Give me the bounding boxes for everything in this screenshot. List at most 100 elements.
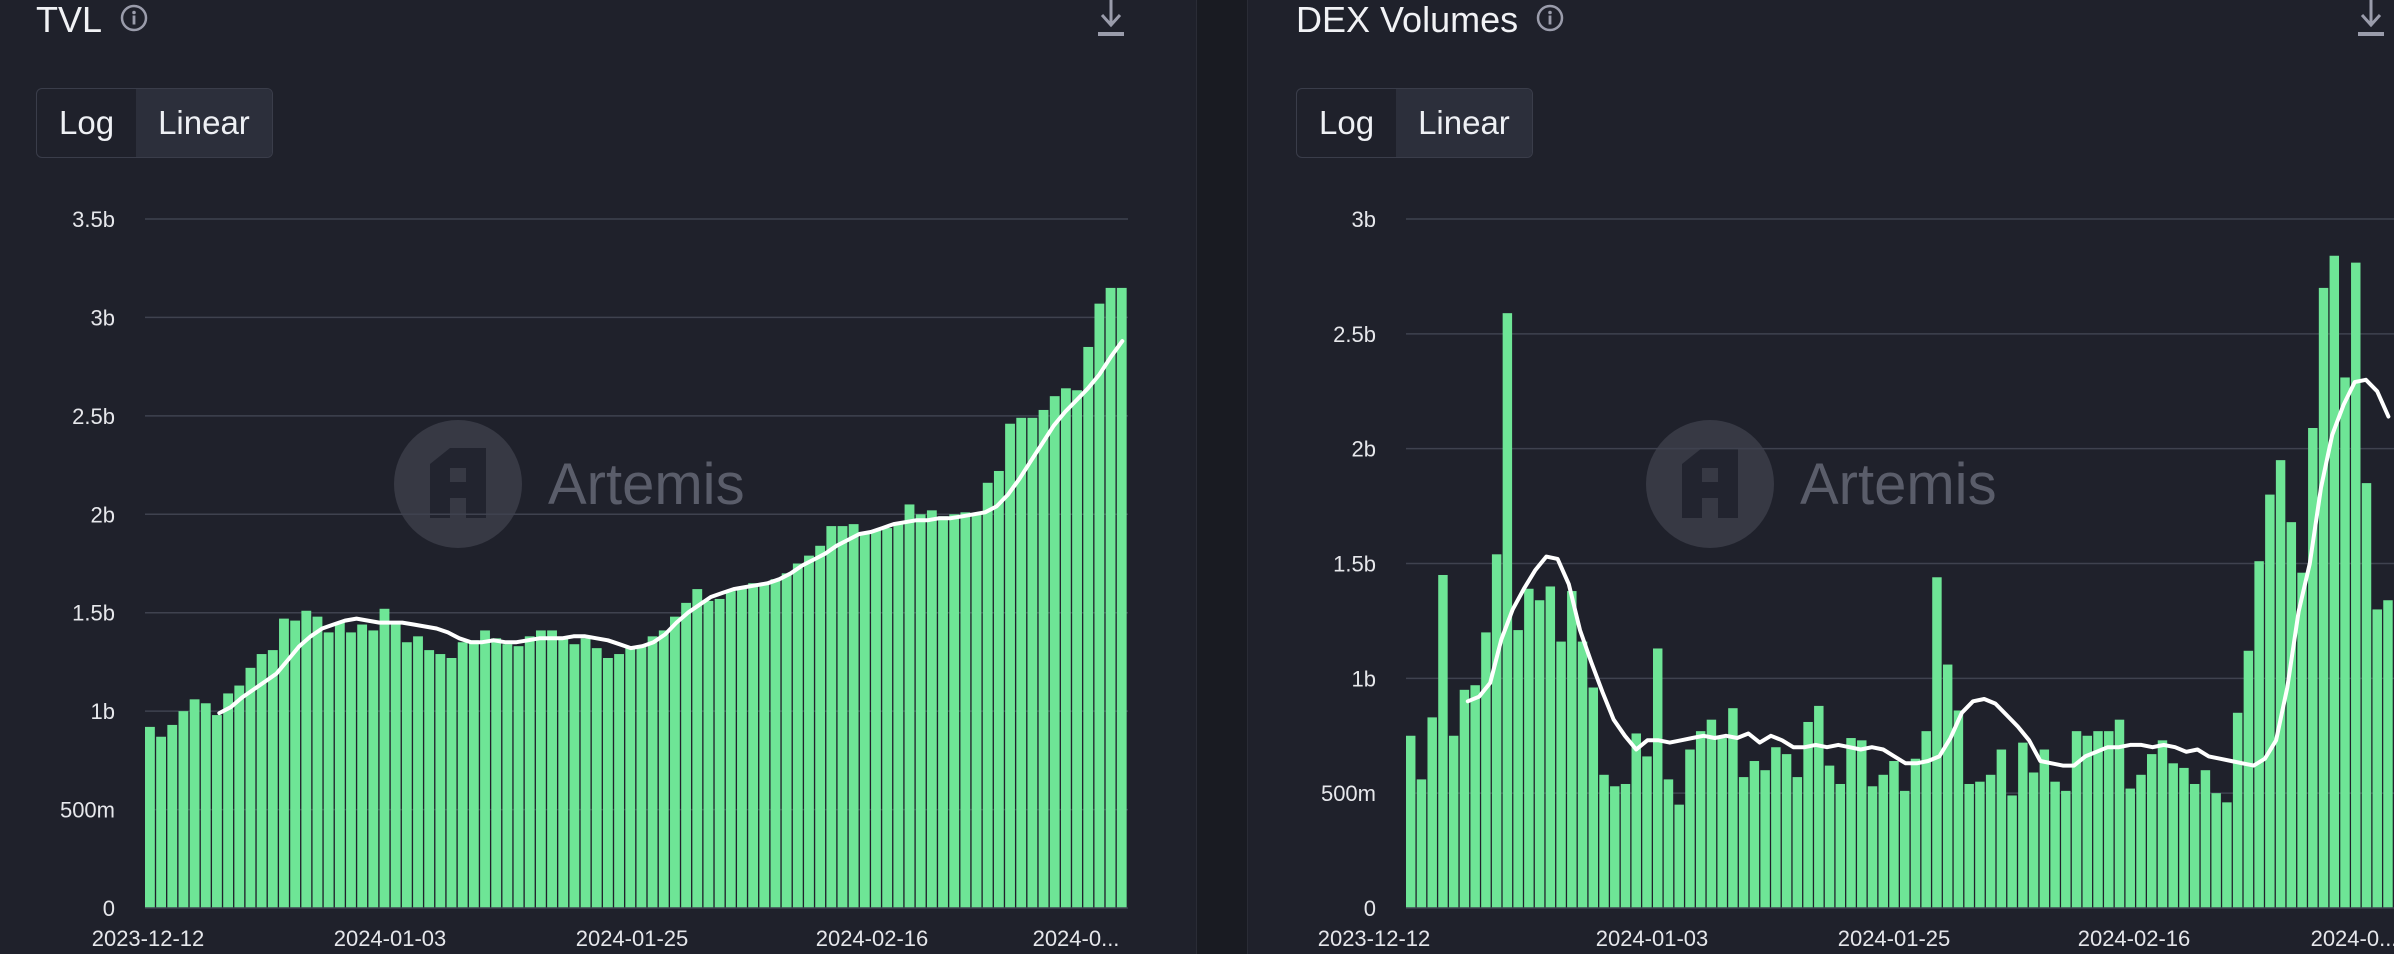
bar [1996, 749, 2007, 908]
bar [926, 510, 937, 908]
bar [2007, 795, 2017, 908]
bar [1910, 758, 1921, 908]
bar [1448, 735, 1459, 908]
bar [725, 591, 736, 908]
bar [502, 644, 513, 908]
bar [893, 524, 904, 908]
bar [1005, 423, 1015, 908]
bar [2232, 712, 2243, 908]
bar [2297, 572, 2307, 908]
bar [1975, 781, 1985, 908]
bar [2254, 561, 2264, 908]
bar [457, 642, 468, 908]
watermark-text: Artemis [1800, 452, 1997, 517]
bar [993, 470, 1004, 908]
bar [1094, 303, 1105, 908]
bar [871, 530, 881, 908]
bar [1642, 756, 1652, 908]
bar [1663, 779, 1674, 908]
bar [1567, 591, 1577, 908]
x-tick-label: 2023-12-12 [92, 926, 205, 951]
bar [1406, 735, 1416, 908]
bar [1116, 287, 1127, 908]
bar [1695, 731, 1706, 908]
bar [591, 648, 602, 908]
log-scale-button[interactable]: Log [37, 89, 136, 157]
download-icon[interactable] [1096, 0, 1126, 40]
bar [401, 642, 412, 908]
bar [714, 598, 725, 908]
bar [1878, 774, 1888, 908]
linear-scale-button[interactable]: Linear [136, 89, 272, 157]
bar [837, 526, 848, 908]
bar [558, 638, 569, 908]
bar [2179, 767, 2189, 908]
bar [323, 632, 334, 908]
bar [647, 636, 658, 908]
bar [982, 482, 993, 908]
bar [2308, 427, 2318, 908]
bar [2189, 783, 2200, 908]
bar [1674, 804, 1684, 908]
bar [2200, 770, 2211, 908]
bar [1491, 554, 1502, 908]
bar [1900, 790, 1910, 908]
bar [2136, 774, 2146, 908]
bar [1072, 390, 1082, 908]
bar [547, 630, 557, 908]
bar [234, 685, 245, 908]
bar [1846, 738, 1856, 908]
moving-average-line [217, 339, 1125, 716]
bar [279, 618, 289, 908]
bar [1459, 689, 1470, 908]
y-tick-label: 3.5b [72, 207, 115, 232]
bar [602, 657, 613, 908]
download-icon[interactable] [2356, 0, 2386, 40]
bar [189, 699, 200, 908]
bar [748, 583, 759, 908]
bar [1470, 685, 1480, 908]
bar [658, 630, 669, 908]
y-tick-label: 500m [60, 798, 115, 823]
bar [1502, 313, 1513, 908]
panel-title: DEX Volumes [1296, 0, 1519, 40]
linear-scale-button[interactable]: Linear [1396, 89, 1532, 157]
bar [2028, 772, 2039, 908]
bar [859, 532, 870, 908]
bar [1416, 779, 1427, 908]
moving-average-line [1465, 377, 2391, 768]
bar [1481, 632, 1491, 908]
info-icon[interactable] [120, 4, 148, 32]
bar [468, 640, 479, 908]
bar [737, 587, 747, 908]
bar [2039, 749, 2050, 908]
log-scale-button[interactable]: Log [1297, 89, 1396, 157]
bar [2383, 600, 2393, 908]
y-tick-label: 3b [1352, 207, 1376, 232]
bar [1760, 770, 1770, 908]
bar [245, 667, 256, 908]
bar [1824, 765, 1835, 908]
bar [535, 630, 546, 908]
bar [1610, 786, 1620, 908]
bar [2082, 735, 2093, 908]
bar [636, 646, 647, 908]
bar [2275, 460, 2286, 908]
panel-title: TVL [36, 0, 103, 40]
bar [491, 638, 502, 908]
y-tick-label: 2b [1352, 437, 1376, 462]
tvl-panel: TVL Log Linear Artemis 0 500m 1b 1.5b 2b 2.5b 3… [0, 0, 1196, 954]
y-tick-label: 1b [1352, 666, 1376, 691]
bar [1835, 783, 1846, 908]
bar [2071, 731, 2082, 908]
bar [357, 624, 368, 908]
bar [178, 711, 189, 908]
info-icon[interactable] [1536, 4, 1564, 32]
bar [435, 654, 446, 908]
bar [2125, 788, 2135, 908]
bar [480, 630, 490, 908]
bar [949, 514, 960, 908]
bar [2286, 522, 2297, 908]
bar [1717, 738, 1727, 908]
bar [2265, 494, 2275, 908]
